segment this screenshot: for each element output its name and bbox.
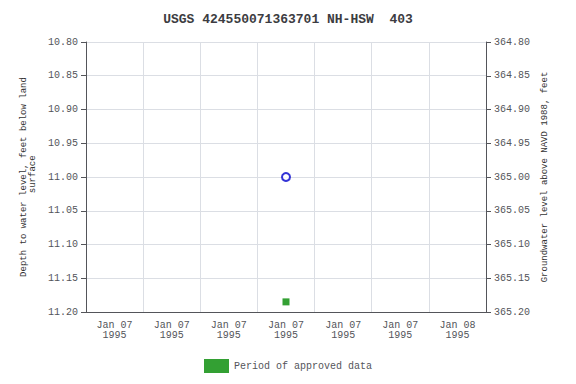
svg-text:1995: 1995	[103, 330, 127, 341]
svg-text:365.00: 365.00	[494, 172, 530, 183]
svg-text:364.90: 364.90	[494, 104, 530, 115]
svg-text:11.15: 11.15	[48, 273, 78, 284]
svg-text:Jan 07: Jan 07	[382, 319, 419, 331]
svg-text:11.20: 11.20	[48, 307, 78, 318]
svg-text:Jan 07: Jan 07	[153, 319, 190, 331]
svg-text:10.80: 10.80	[48, 37, 78, 48]
svg-text:1995: 1995	[445, 330, 469, 341]
svg-text:Depth to water level, feet bel: Depth to water level, feet below land	[18, 77, 29, 277]
svg-text:Jan 07: Jan 07	[210, 319, 247, 331]
svg-text:11.10: 11.10	[48, 239, 78, 250]
svg-text:1995: 1995	[160, 330, 184, 341]
svg-text:11.05: 11.05	[48, 205, 78, 216]
svg-text:11.00: 11.00	[48, 172, 78, 183]
svg-text:365.20: 365.20	[494, 307, 530, 318]
svg-text:Jan 07: Jan 07	[268, 319, 304, 331]
svg-text:Period of approved data: Period of approved data	[234, 361, 372, 372]
svg-text:surface: surface	[28, 155, 38, 198]
svg-text:1995: 1995	[331, 330, 355, 341]
svg-text:10.90: 10.90	[48, 104, 78, 115]
svg-text:365.10: 365.10	[494, 239, 530, 250]
svg-text:10.85: 10.85	[48, 70, 78, 81]
svg-text:364.85: 364.85	[494, 70, 530, 81]
svg-text:364.80: 364.80	[494, 37, 530, 48]
svg-text:365.05: 365.05	[494, 205, 530, 216]
svg-text:Jan 07: Jan 07	[325, 319, 362, 331]
svg-text:Jan 07: Jan 07	[96, 319, 133, 331]
svg-text:Jan 08: Jan 08	[439, 319, 476, 331]
svg-text:10.95: 10.95	[48, 138, 78, 149]
svg-text:364.95: 364.95	[494, 138, 530, 149]
svg-text:1995: 1995	[274, 330, 298, 341]
svg-text:365.15: 365.15	[494, 273, 530, 284]
svg-text:1995: 1995	[217, 330, 241, 341]
svg-text:Groundwater level above NAVD 1: Groundwater level above NAVD 1988, feet	[540, 72, 550, 283]
svg-text:USGS 424550071363701 NH-HSW 4: USGS 424550071363701 NH-HSW 403	[163, 12, 413, 27]
svg-text:1995: 1995	[388, 330, 412, 341]
